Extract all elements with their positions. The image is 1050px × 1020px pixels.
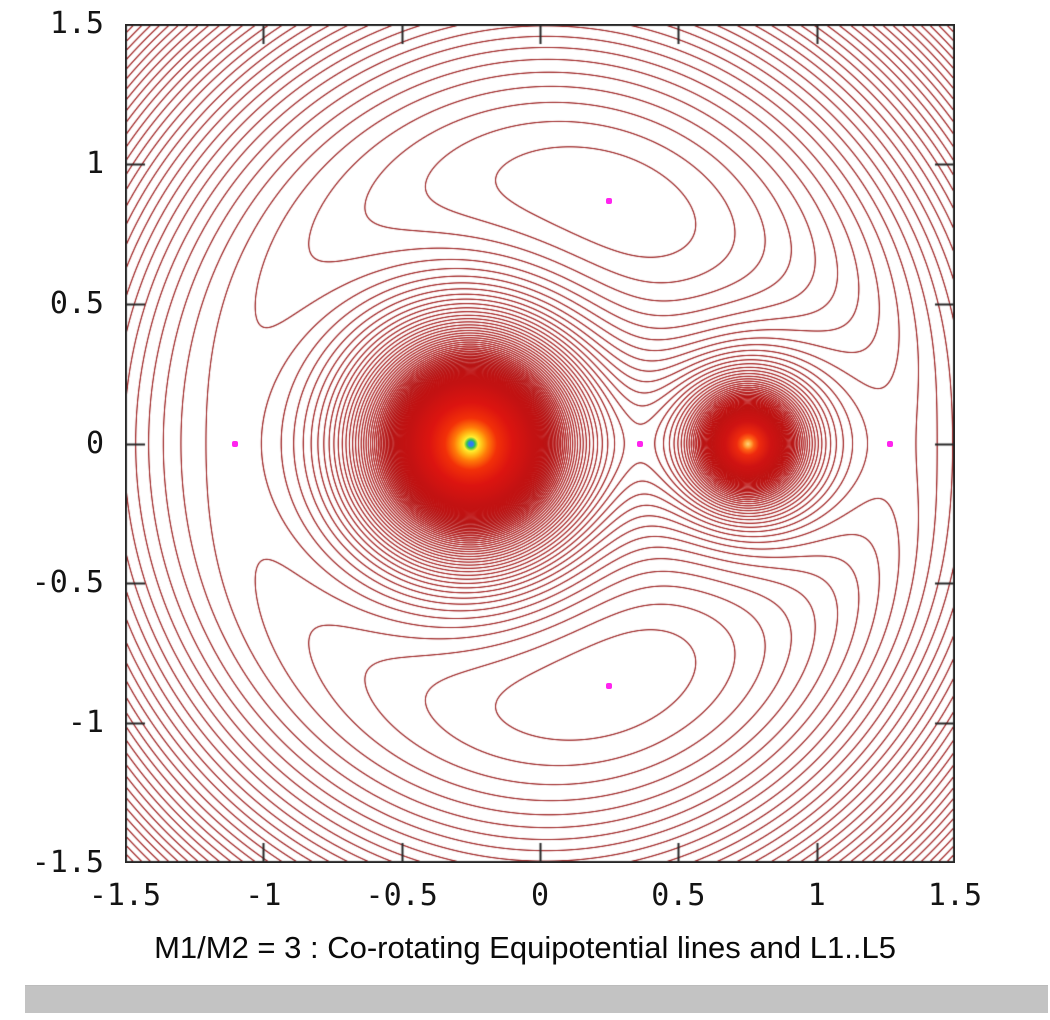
x-tick-label: 0.5 bbox=[651, 878, 706, 913]
x-tick-label: 1 bbox=[807, 878, 826, 913]
x-tick-label: 1.5 bbox=[927, 878, 983, 913]
y-tick-label: 1.5 bbox=[49, 6, 104, 41]
y-tick-label: 1 bbox=[85, 145, 104, 181]
equipotential-figure: 1.5 1 0.5 0 -0.5 -1 -1.5 -1.5 -1 -0.5 0 0.5 1 1.5 M1… bbox=[0, 8, 982, 966]
figure-caption: M1/M2 = 3 : Co-rotating Equipotential li… bbox=[154, 930, 896, 965]
y-tick-label: -1.5 bbox=[31, 845, 104, 880]
x-tick-label: -1 bbox=[245, 878, 282, 913]
y-tick-label: -1 bbox=[67, 705, 104, 741]
horizontal-scrollbar[interactable] bbox=[25, 985, 1048, 1013]
y-tick-label: 0 bbox=[85, 425, 104, 461]
x-tick-label: 0 bbox=[530, 878, 550, 913]
y-tick-label: 0.5 bbox=[49, 285, 104, 321]
contour-plot-canvas bbox=[125, 24, 955, 863]
x-axis-tick-labels: -1.5 -1 -0.5 0 0.5 1 1.5 bbox=[89, 878, 982, 915]
y-tick-label: -0.5 bbox=[31, 565, 104, 601]
x-tick-label: -0.5 bbox=[365, 878, 438, 913]
x-tick-label: -1.5 bbox=[88, 878, 162, 913]
y-axis-tick-labels: 1.5 1 0.5 0 -0.5 -1 -1.5 bbox=[0, 8, 104, 879]
